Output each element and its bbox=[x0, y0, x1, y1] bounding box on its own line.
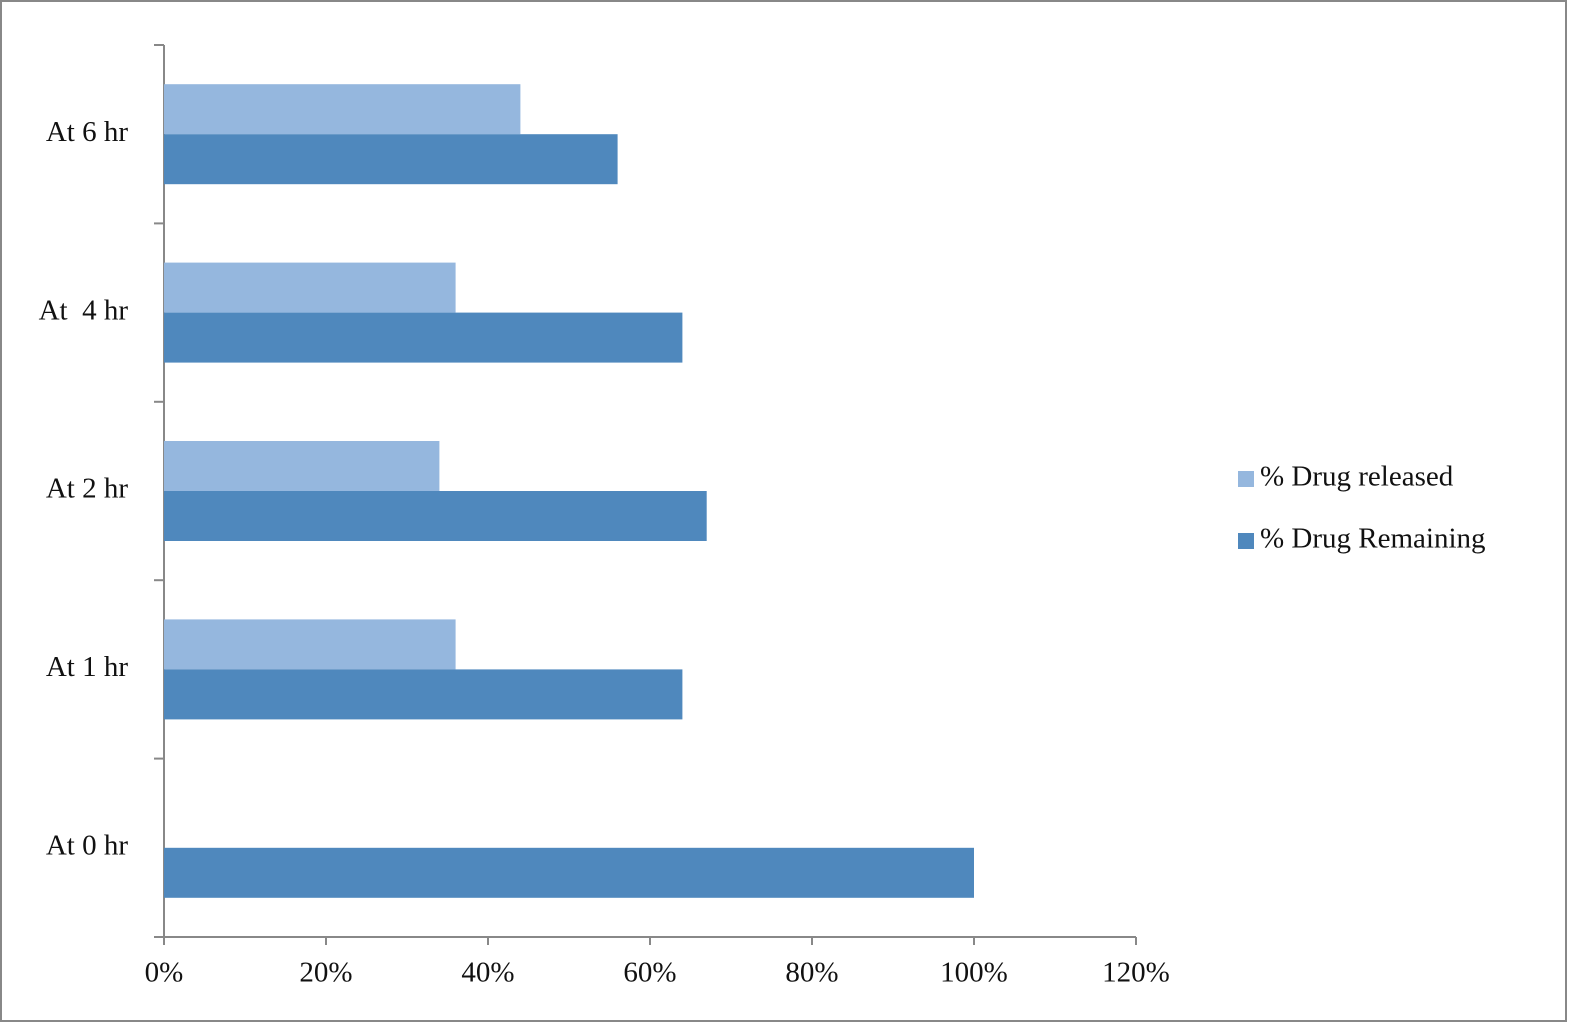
x-tick-label: 120% bbox=[1102, 957, 1170, 989]
bar bbox=[164, 619, 456, 670]
x-tick-label: 100% bbox=[940, 957, 1008, 989]
bar bbox=[164, 262, 456, 313]
x-tick-label: 20% bbox=[299, 957, 352, 989]
legend-label: % Drug Remaining bbox=[1260, 523, 1486, 555]
x-tick-label: 0% bbox=[145, 957, 184, 989]
y-tick-label: At 2 hr bbox=[46, 473, 129, 505]
legend-swatch bbox=[1238, 471, 1254, 487]
y-tick-label: At 4 hr bbox=[39, 294, 129, 326]
x-tick-label: 80% bbox=[785, 957, 838, 989]
legend-label: % Drug released bbox=[1260, 461, 1454, 493]
y-tick-label: At 0 hr bbox=[46, 829, 129, 861]
bar bbox=[164, 491, 707, 541]
bar bbox=[164, 84, 521, 135]
bar bbox=[164, 134, 618, 185]
x-tick-label: 40% bbox=[461, 957, 514, 989]
y-tick-label: At 1 hr bbox=[46, 651, 129, 683]
y-tick-label: At 6 hr bbox=[46, 116, 129, 148]
bar bbox=[164, 669, 683, 720]
legend-swatch bbox=[1238, 533, 1254, 549]
x-tick-label: 60% bbox=[623, 957, 676, 989]
bar bbox=[164, 847, 974, 898]
bar bbox=[164, 312, 683, 363]
bar bbox=[164, 441, 440, 491]
